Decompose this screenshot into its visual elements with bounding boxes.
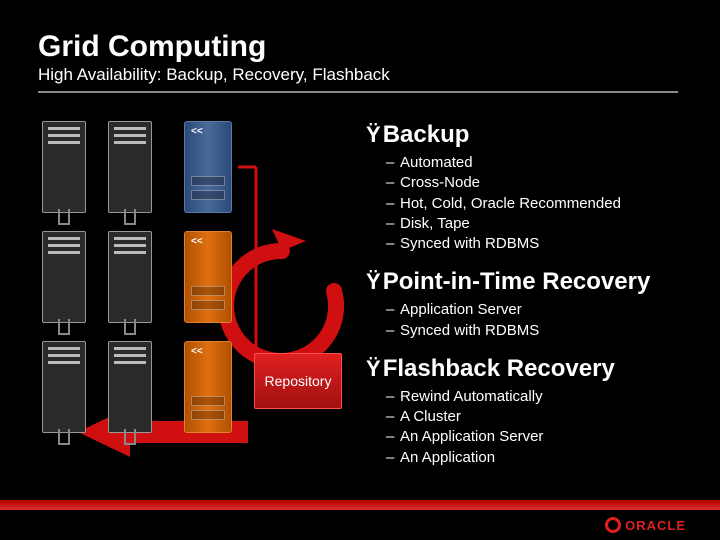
slide-footer: ORACLE (0, 500, 720, 540)
bullet-prefix: Ÿ (366, 122, 381, 147)
heading-text: Backup (383, 121, 470, 148)
list-item: Disk, Tape (386, 214, 682, 234)
oracle-wordmark: ORACLE (625, 518, 686, 533)
repository-box: Repository (254, 353, 342, 409)
heading-text: Point-in-Time Recovery (383, 268, 651, 295)
list-item: Automated (386, 153, 682, 173)
list-item: Application Server (386, 300, 682, 320)
list-item: Rewind Automatically (386, 387, 682, 407)
server-rack (108, 341, 152, 433)
server-rack (42, 341, 86, 433)
tower-label: << (191, 126, 203, 137)
pitr-list: Application Server Synced with RDBMS (386, 300, 682, 341)
list-item: An Application Server (386, 427, 682, 447)
bullet-prefix: Ÿ (366, 356, 381, 381)
section-heading-backup: ŸBackup (366, 121, 682, 149)
list-item: Hot, Cold, Oracle Recommended (386, 194, 682, 214)
architecture-diagram: << << << Repository (38, 121, 348, 461)
server-tower-orange: << (184, 341, 232, 433)
backup-list: Automated Cross-Node Hot, Cold, Oracle R… (386, 153, 682, 254)
server-tower-orange: << (184, 231, 232, 323)
list-item: Cross-Node (386, 173, 682, 193)
oracle-logo: ORACLE (605, 517, 686, 533)
list-item: A Cluster (386, 407, 682, 427)
tower-label: << (191, 346, 203, 357)
list-item: Synced with RDBMS (386, 234, 682, 254)
repository-label: Repository (265, 373, 332, 389)
oracle-o-icon (605, 517, 621, 533)
text-column: ŸBackup Automated Cross-Node Hot, Cold, … (366, 121, 682, 482)
list-item: An Application (386, 448, 682, 468)
footer-accent-bar (0, 500, 720, 510)
section-heading-pitr: ŸPoint-in-Time Recovery (366, 268, 682, 296)
bullet-prefix: Ÿ (366, 269, 381, 294)
server-rack (108, 231, 152, 323)
tower-label: << (191, 236, 203, 247)
server-rack (42, 121, 86, 213)
flashback-list: Rewind Automatically A Cluster An Applic… (386, 387, 682, 468)
section-heading-flashback: ŸFlashback Recovery (366, 355, 682, 383)
list-item: Synced with RDBMS (386, 321, 682, 341)
slide-title: Grid Computing (38, 30, 682, 63)
heading-text: Flashback Recovery (383, 355, 615, 382)
server-rack (42, 231, 86, 323)
server-tower-blue: << (184, 121, 232, 213)
server-rack (108, 121, 152, 213)
slide-subtitle: High Availability: Backup, Recovery, Fla… (38, 65, 678, 93)
